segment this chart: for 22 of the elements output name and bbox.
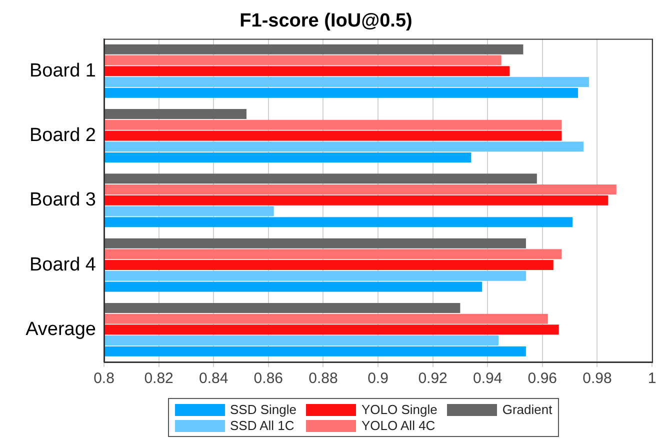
legend-label: YOLO All 4C — [361, 418, 436, 433]
x-tick-label: 0.98 — [582, 370, 612, 388]
y-tick-label: Board 1 — [29, 60, 96, 82]
x-tick-label: 0.86 — [254, 370, 283, 388]
x-tick-label: 1 — [648, 370, 656, 388]
x-tick-label: 0.92 — [418, 370, 448, 388]
x-tick-label: 0.94 — [473, 370, 502, 388]
x-tick-label: 0.88 — [308, 370, 338, 388]
x-tick-label: 0.9 — [368, 370, 388, 388]
y-tick-label: Board 2 — [29, 124, 96, 146]
x-tick-label: 0.84 — [199, 370, 228, 388]
x-tick-label: 0.82 — [144, 370, 174, 388]
chart-title: F1-score (IoU@0.5) — [240, 10, 412, 32]
x-tick-label: 0.8 — [94, 370, 114, 388]
legend-label: Gradient — [502, 402, 552, 417]
y-tick-label: Board 4 — [29, 254, 96, 276]
x-tick-label: 0.96 — [528, 370, 557, 388]
legend-label: SSD Single — [230, 402, 296, 417]
y-tick-label: Average — [26, 318, 96, 340]
y-tick-label: Board 3 — [29, 190, 96, 211]
legend-label: YOLO Single — [361, 402, 438, 417]
legend-label: SSD All 1C — [230, 418, 294, 433]
